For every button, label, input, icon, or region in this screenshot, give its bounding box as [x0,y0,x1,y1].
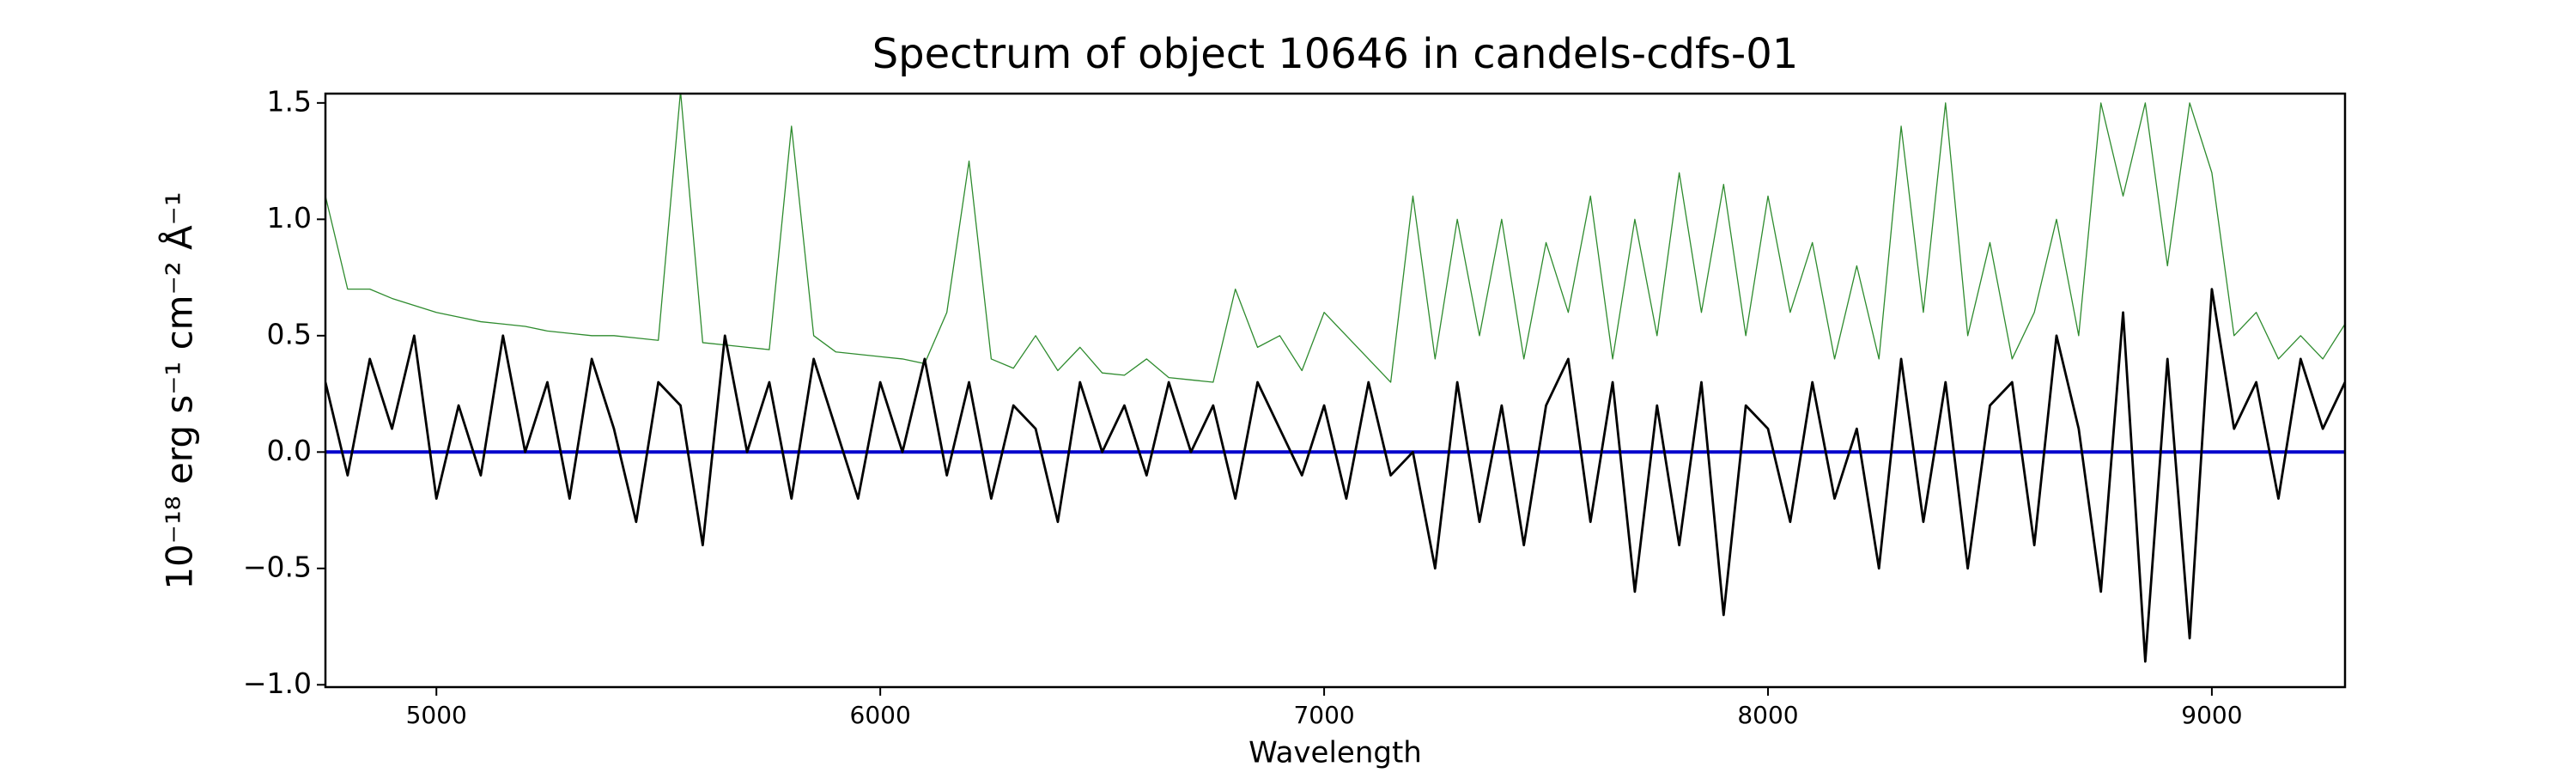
y-tick-label: 0.0 [267,434,312,467]
y-tick-label: 1.5 [267,84,312,118]
x-tick-label: 9000 [2181,701,2242,729]
y-tick-label: −1.0 [243,666,312,700]
spectrum-line [325,288,2345,663]
plot-frame [324,92,2347,689]
x-tick-label: 5000 [406,701,467,729]
y-axis-label: 10⁻¹⁸ erg s⁻¹ cm⁻² Å⁻¹ [158,192,201,589]
y-tick-label: 0.5 [267,317,312,350]
spectrum-line [325,94,2345,383]
plot-area [325,94,2345,663]
x-axis-label: Wavelength [1249,736,1422,770]
y-tick-label: 1.0 [267,201,312,234]
x-tick-label: 8000 [1737,701,1798,729]
chart-title: Spectrum of object 10646 in candels-cdfs… [872,30,1799,78]
x-tick-label: 6000 [850,701,911,729]
x-tick-label: 7000 [1293,701,1354,729]
y-tick-label: −0.5 [243,550,312,583]
